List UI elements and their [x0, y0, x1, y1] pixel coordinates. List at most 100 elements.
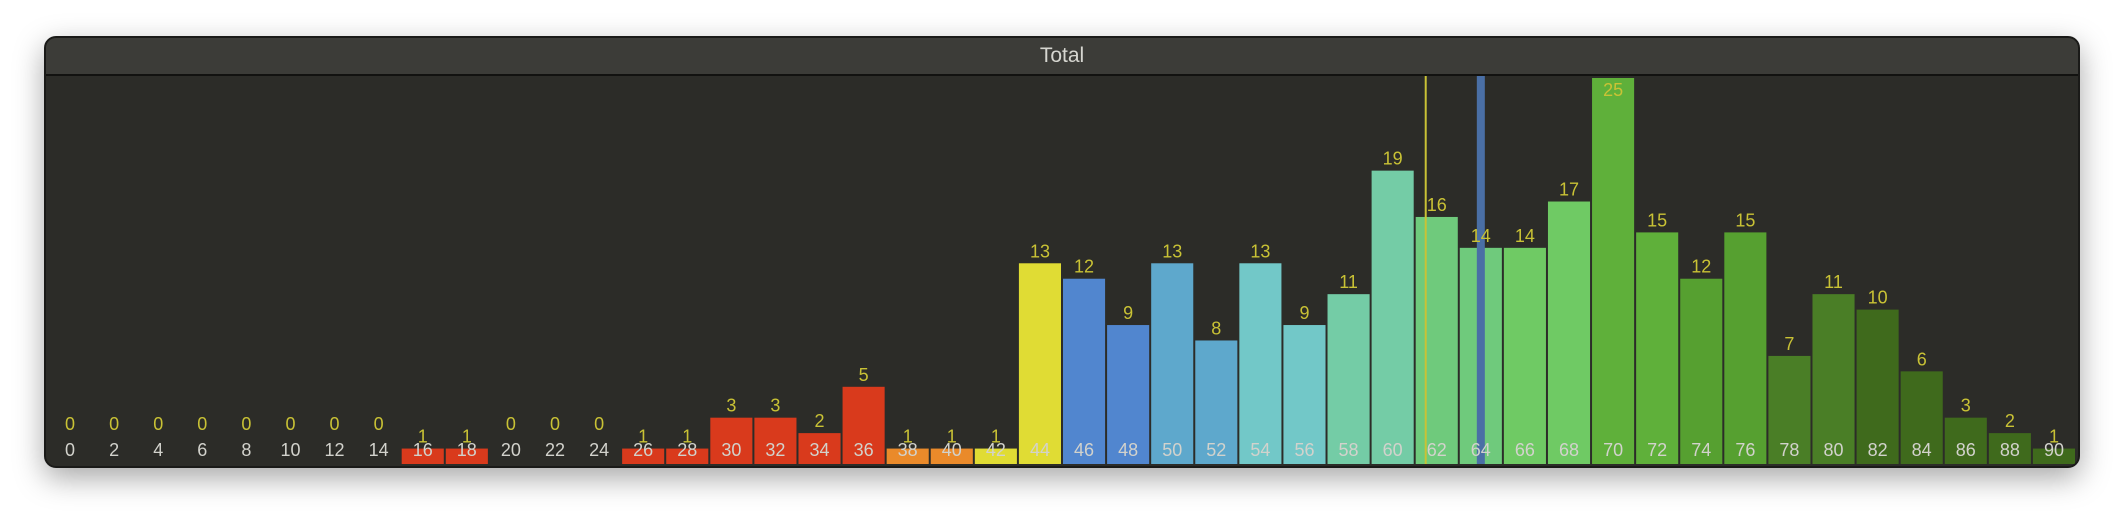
- bar-value-label: 0: [506, 414, 516, 434]
- histogram-bar: [1018, 263, 1061, 464]
- histogram-bar: [1636, 232, 1679, 464]
- bar-value-label: 0: [330, 414, 340, 434]
- x-tick-label: 0: [65, 440, 75, 460]
- x-tick-label: 64: [1471, 440, 1491, 460]
- bar-value-label: 3: [770, 396, 780, 416]
- bar-value-label: 0: [550, 414, 560, 434]
- histogram-chart: 0002040608010012014116118020022024126128…: [65, 76, 2075, 464]
- bar-value-label: 1: [991, 427, 1001, 447]
- bar-value-label: 11: [1824, 272, 1843, 292]
- x-tick-label: 20: [501, 440, 521, 460]
- x-tick-label: 90: [2044, 440, 2064, 460]
- histogram-bar: [1856, 309, 1899, 464]
- bar-value-label: 12: [1691, 257, 1711, 277]
- x-tick-label: 28: [677, 440, 697, 460]
- bar-value-label: 15: [1735, 210, 1755, 230]
- histogram-bar: [1547, 201, 1591, 464]
- bar-value-label: 7: [1784, 334, 1794, 354]
- bar-value-label: 0: [65, 414, 75, 434]
- bar-value-label: 0: [285, 414, 295, 434]
- histogram-bar: [1327, 294, 1370, 464]
- bar-value-label: 9: [1299, 303, 1309, 323]
- x-tick-label: 82: [1868, 440, 1888, 460]
- histogram-panel: 0 0 0 2 0 4 0 6 0 8 0 10 0 12 0 14 1 16 1 18 0 20 0 22 0 24 1 26 1 28…: [44, 36, 2080, 468]
- histogram-bar: [1988, 433, 2031, 464]
- x-tick-label: 76: [1735, 440, 1755, 460]
- x-tick-label: 74: [1691, 440, 1711, 460]
- bar-value-label: 1: [903, 427, 913, 447]
- bar-value-label: 14: [1471, 226, 1491, 246]
- bar-value-label: 17: [1559, 180, 1579, 200]
- histogram-bar: [798, 433, 841, 464]
- panel-title: Total: [46, 38, 2078, 76]
- x-tick-label: 24: [589, 440, 609, 460]
- bar-value-label: 13: [1250, 241, 1270, 261]
- histogram-bar: [1107, 325, 1150, 464]
- x-tick-label: 68: [1559, 440, 1579, 460]
- histogram-bar: [754, 417, 797, 464]
- bar-value-label: 14: [1515, 226, 1535, 246]
- histogram-bar: [1680, 278, 1723, 464]
- x-tick-label: 88: [2000, 440, 2020, 460]
- bar-value-label: 0: [374, 414, 384, 434]
- x-tick-label: 36: [854, 440, 874, 460]
- x-tick-label: 80: [1824, 440, 1844, 460]
- histogram-bar: [622, 448, 665, 464]
- histogram-bar: [1151, 263, 1194, 464]
- histogram-bar: [401, 448, 444, 464]
- x-tick-label: 30: [721, 440, 741, 460]
- histogram-bar: [842, 386, 885, 464]
- x-tick-label: 58: [1339, 440, 1359, 460]
- bar-value-label: 19: [1383, 149, 1403, 169]
- histogram-bar: [2032, 448, 2075, 464]
- bar-value-label: 9: [1123, 303, 1133, 323]
- x-tick-label: 46: [1074, 440, 1094, 460]
- histogram-bar: [1900, 371, 1943, 464]
- bar-value-label: 1: [682, 427, 692, 447]
- x-tick-label: 14: [369, 440, 389, 460]
- x-tick-label: 42: [986, 440, 1006, 460]
- x-tick-label: 86: [1956, 440, 1976, 460]
- x-tick-label: 84: [1912, 440, 1932, 460]
- bar-value-label: 16: [1427, 195, 1447, 215]
- histogram-bar: [1415, 216, 1458, 464]
- bar-value-label: 6: [1917, 349, 1927, 369]
- bar-value-label: 0: [153, 414, 163, 434]
- histogram-bar: [1283, 325, 1326, 464]
- histogram-bar: [1944, 417, 1987, 464]
- bar-value-label: 1: [638, 427, 648, 447]
- histogram-bar: [1063, 278, 1106, 464]
- bar-value-label: 10: [1868, 288, 1888, 308]
- bar-value-label: 1: [947, 427, 957, 447]
- x-tick-label: 12: [325, 440, 345, 460]
- bar-value-label: 25: [1603, 80, 1623, 100]
- x-tick-label: 2: [109, 440, 119, 460]
- bar-value-label: 2: [815, 411, 825, 431]
- bar-value-label: 5: [859, 365, 869, 385]
- bar-value-label: 1: [462, 427, 472, 447]
- x-tick-label: 8: [241, 440, 251, 460]
- histogram-bar: [1812, 294, 1855, 464]
- bar-value-label: 0: [241, 414, 251, 434]
- x-tick-label: 18: [457, 440, 477, 460]
- x-tick-label: 62: [1427, 440, 1447, 460]
- x-tick-label: 78: [1779, 440, 1799, 460]
- histogram-bar: [974, 448, 1017, 464]
- histogram-bar: [886, 448, 929, 464]
- bar-value-label: 12: [1074, 257, 1094, 277]
- histogram-bar: [1371, 170, 1414, 464]
- bar-value-label: 1: [418, 427, 428, 447]
- histogram-bar: [930, 448, 973, 464]
- x-tick-label: 6: [197, 440, 207, 460]
- histogram-bar: [1592, 78, 1635, 464]
- bar-value-label: 15: [1647, 210, 1667, 230]
- x-tick-label: 44: [1030, 440, 1050, 460]
- x-tick-label: 52: [1206, 440, 1226, 460]
- histogram-bar: [1195, 340, 1238, 464]
- bar-value-label: 0: [594, 414, 604, 434]
- bar-value-label: 13: [1030, 241, 1050, 261]
- x-tick-label: 66: [1515, 440, 1535, 460]
- bar-value-label: 1: [2049, 427, 2059, 447]
- x-tick-label: 10: [280, 440, 300, 460]
- x-tick-label: 60: [1383, 440, 1403, 460]
